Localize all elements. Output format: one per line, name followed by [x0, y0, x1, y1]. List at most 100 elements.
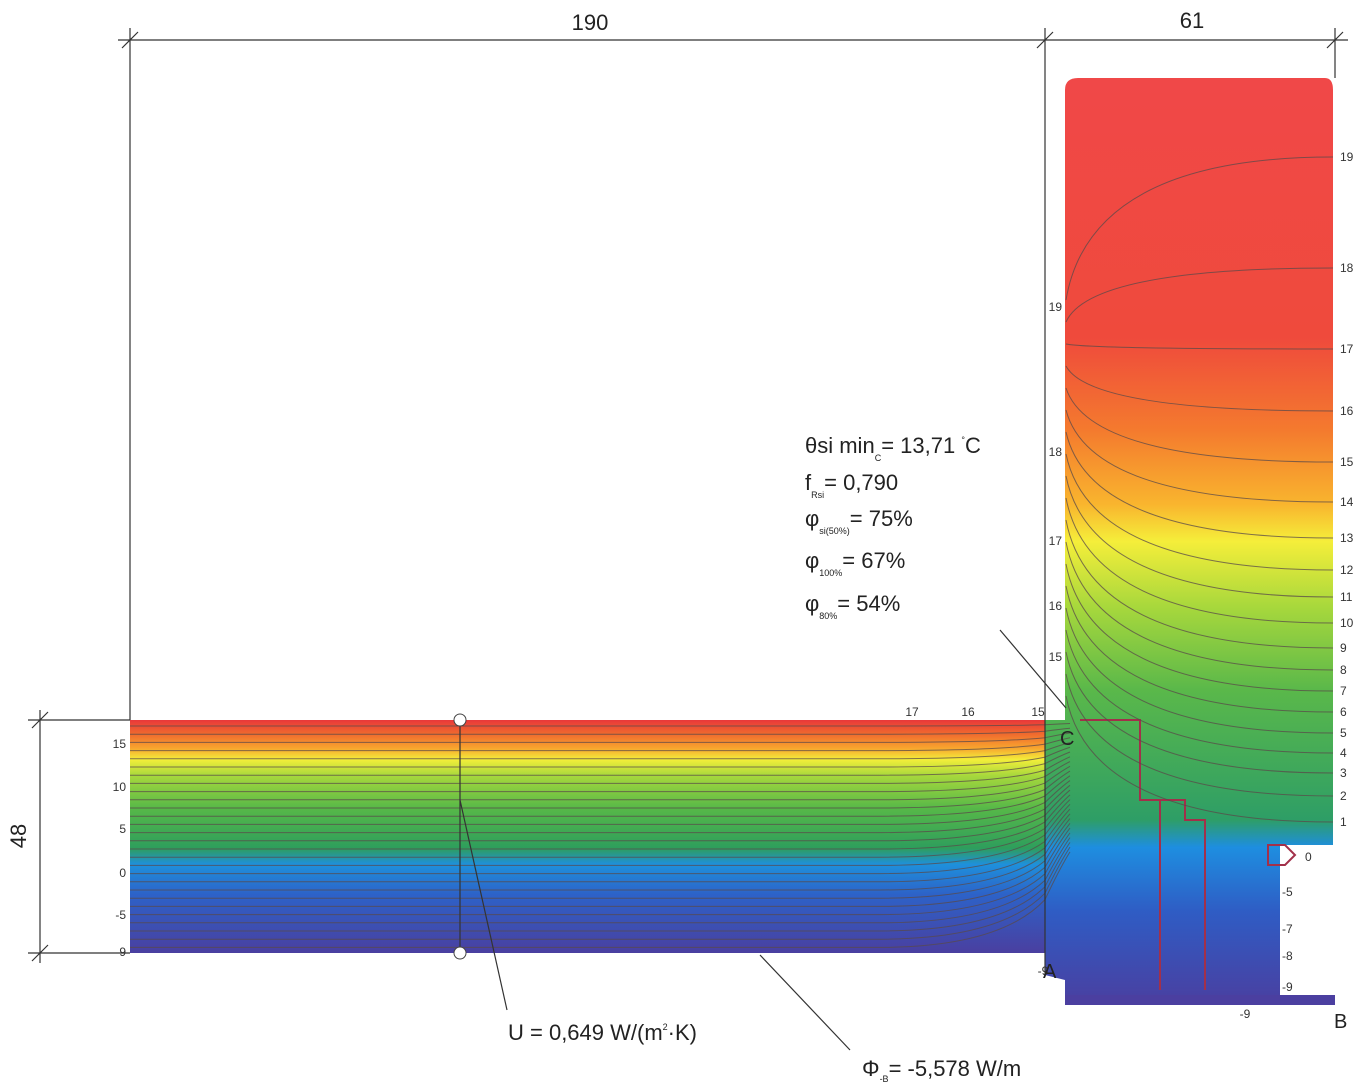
isoline [130, 813, 1071, 883]
isotherm-label: -5 [115, 908, 126, 922]
wall-section [130, 720, 1065, 953]
isotherm-label: 5 [1340, 726, 1347, 740]
isotherm-label: 16 [1049, 599, 1063, 613]
isoline [1065, 431, 1334, 539]
value: = -5,578 W/m [889, 1056, 1022, 1081]
isotherm-label: 4 [1340, 746, 1347, 760]
isoline [130, 789, 1071, 842]
isotherm-label: 18 [1340, 261, 1354, 275]
isotherm-label: 15 [1049, 650, 1063, 664]
isotherm-label: 9 [1340, 641, 1347, 655]
index: 80% [819, 611, 837, 621]
isoline [130, 737, 1071, 752]
isoline [130, 837, 1071, 924]
isoline [1065, 607, 1334, 734]
value: = 13,71 [881, 433, 961, 458]
isoline [130, 761, 1071, 793]
isoline [130, 799, 1071, 858]
isotherm-label: -9 [1240, 1007, 1251, 1021]
isotherm-label: -9 [1038, 964, 1049, 978]
isoline [130, 842, 1071, 932]
isotherm-labels: 191817161514131211109876543210-5-7-8-915… [113, 150, 1354, 1033]
psi-value: Φ-B= -5,578 W/m [862, 1056, 1021, 1084]
f-result: fRsi= 0,790 [805, 470, 898, 500]
wall-field [130, 78, 1335, 1005]
isotherm-label: 17 [1049, 534, 1063, 548]
theta-result: θsi minC= 13,71 °C [805, 433, 981, 463]
isoline [1065, 343, 1334, 350]
point-label: A [1043, 961, 1057, 983]
isoline [130, 780, 1071, 825]
isotherm-label: 8 [1340, 663, 1347, 677]
isotherm-label: -5 [1282, 885, 1293, 899]
isoline [130, 722, 1071, 727]
isotherm-label: 0 [1305, 850, 1312, 864]
isotherm-label: 0 [119, 866, 126, 880]
symbol: φ [805, 506, 819, 531]
phi100-result: φ100%= 67% [805, 548, 905, 578]
index: C [875, 453, 882, 463]
window-recess [1280, 845, 1335, 998]
isoline [130, 775, 1071, 817]
index: Rsi [811, 490, 824, 500]
point-label: C [1060, 728, 1074, 750]
dimension-lines [28, 28, 1348, 1051]
dimension-thickness: 48 [6, 824, 31, 848]
isotherm-label: 15 [1031, 705, 1045, 719]
value: = 54% [837, 591, 900, 616]
symbol: Φ [862, 1056, 880, 1081]
isoline [130, 818, 1071, 891]
isotherm-lines [130, 156, 1334, 948]
point-label: B [1334, 1011, 1347, 1033]
symbol: φ [805, 548, 819, 573]
isoline [1065, 497, 1334, 624]
value: = 67% [842, 548, 905, 573]
index: -B [880, 1074, 889, 1084]
symbol: φ [805, 591, 819, 616]
isotherm-label: 10 [1340, 616, 1354, 630]
isotherm-label: 17 [1340, 342, 1354, 356]
isoline [130, 742, 1071, 760]
isotherm-label: 19 [1049, 300, 1063, 314]
isotherm-label: 18 [1049, 445, 1063, 459]
isoline [130, 808, 1071, 875]
exponent: 2 [663, 1022, 668, 1032]
isotherm-label: 16 [1340, 404, 1354, 418]
u-value: U = 0,649 W/(m2·K) [508, 1020, 697, 1045]
isotherm-label: 14 [1340, 495, 1354, 509]
isotherm-label: 16 [961, 705, 975, 719]
isotherm-label: 5 [119, 822, 126, 836]
isoline [130, 846, 1071, 940]
bottom-band [1065, 995, 1335, 1005]
isotherm-label: 17 [905, 705, 919, 719]
isoline [130, 756, 1071, 784]
isoline [1065, 585, 1334, 713]
isotherm-label: -9 [1282, 980, 1293, 994]
index: si(50%) [819, 526, 850, 536]
isoline [1065, 387, 1334, 463]
column-section [1045, 78, 1333, 1005]
isoline [1065, 365, 1334, 412]
isoline [130, 727, 1071, 735]
isoline [130, 823, 1071, 899]
text: U = 0,649 W/(m [508, 1020, 663, 1045]
isotherm-label: 19 [1340, 150, 1354, 164]
degree: ° [961, 435, 965, 445]
dimension-width: 190 [572, 10, 609, 35]
isotherm-label: -7 [1282, 922, 1293, 936]
isotherm-label: 2 [1340, 789, 1347, 803]
value: = 75% [850, 506, 913, 531]
isotherm-label: 13 [1340, 531, 1354, 545]
phi50-result: φsi(50%)= 75% [805, 506, 913, 536]
isoline [130, 794, 1071, 850]
isotherm-label: 11 [1340, 590, 1353, 604]
isotherm-label: -8 [1282, 949, 1293, 963]
isoline [1065, 156, 1334, 301]
unit: C [965, 433, 981, 458]
isoline [1065, 475, 1334, 598]
isotherm-label: 15 [1340, 455, 1354, 469]
frame-outline [1080, 719, 1297, 990]
isotherm-label: 6 [1340, 705, 1347, 719]
isoline [1065, 519, 1334, 649]
isoline [130, 746, 1071, 768]
